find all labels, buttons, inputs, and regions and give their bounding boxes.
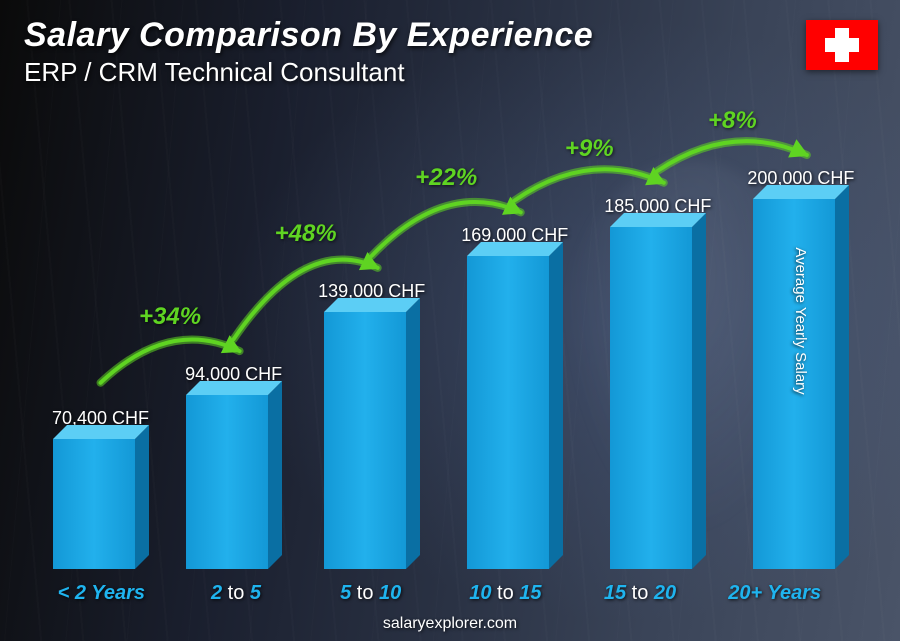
- x-axis-labels: < 2 Years 2 to 5 5 to 10 10 to 15 15 to 20 20…: [40, 582, 836, 605]
- x-axis-tick-label: 5 to 10: [321, 582, 420, 605]
- bar-column: 139,000 CHF: [318, 129, 425, 569]
- bar-column: 169,000 CHF: [461, 129, 568, 569]
- x-axis-tick-label: < 2 Years: [52, 582, 151, 605]
- bar: [186, 395, 282, 569]
- footer-attribution: salaryexplorer.com: [0, 615, 900, 633]
- bar-column: 94,000 CHF: [185, 129, 282, 569]
- bar: [610, 227, 706, 569]
- y-axis-label: Average Yearly Salary: [792, 247, 809, 394]
- x-axis-tick-label: 2 to 5: [187, 582, 286, 605]
- x-axis-tick-label: 15 to 20: [591, 582, 690, 605]
- bar-column: 185,000 CHF: [604, 129, 711, 569]
- header: Salary Comparison By Experience ERP / CR…: [24, 16, 790, 88]
- swiss-flag-icon: [806, 20, 878, 70]
- bar: [467, 256, 563, 569]
- x-axis-tick-label: 10 to 15: [456, 582, 555, 605]
- bar-chart: 70,400 CHF 94,000 CHF 139,000 CHF 169,000 C…: [40, 129, 836, 569]
- chart-subtitle: ERP / CRM Technical Consultant: [24, 57, 790, 88]
- bar: [53, 439, 149, 569]
- x-axis-tick-label: 20+ Years: [725, 582, 824, 605]
- bar: [324, 312, 420, 569]
- chart-title: Salary Comparison By Experience: [24, 16, 790, 55]
- bar-column: 70,400 CHF: [52, 129, 149, 569]
